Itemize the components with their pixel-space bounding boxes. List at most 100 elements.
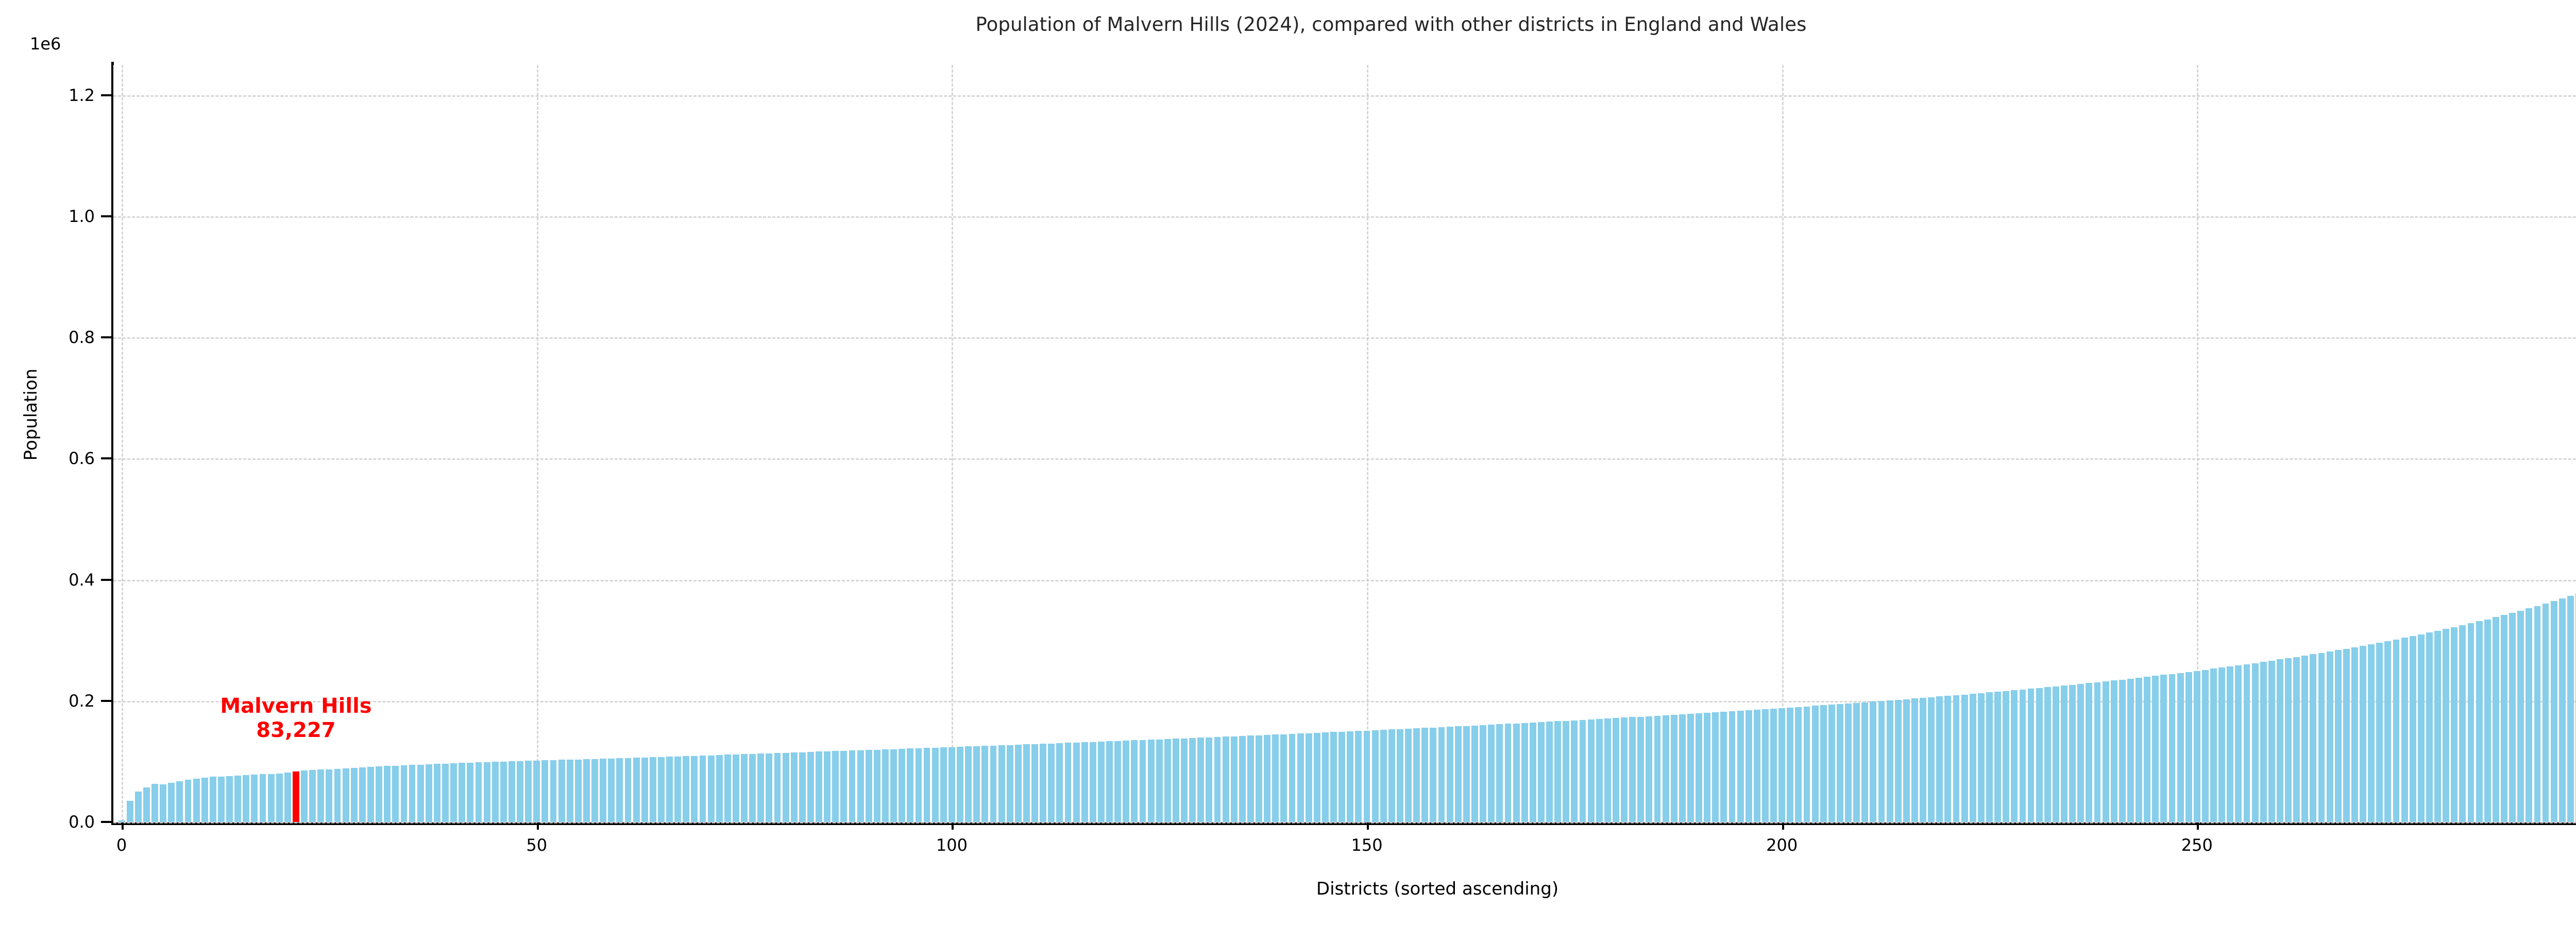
bar (849, 750, 856, 822)
bar (1811, 706, 1819, 822)
bar (1604, 718, 1611, 822)
gridline-vertical (536, 65, 538, 822)
bar (2501, 615, 2507, 822)
bar (2136, 678, 2142, 822)
bar (2052, 686, 2059, 822)
bar (1280, 734, 1287, 822)
y-axis-tick-mark (101, 821, 111, 823)
bar (1446, 727, 1453, 822)
bar (733, 754, 739, 822)
bar (1421, 728, 1429, 822)
gridline-vertical (1367, 65, 1369, 822)
bar (1621, 717, 1628, 822)
bar (1048, 743, 1055, 822)
bar (2409, 636, 2416, 822)
bar (475, 762, 482, 822)
bar (2351, 647, 2358, 822)
y-axis-tick-label: 0.0 (69, 812, 95, 832)
bar (899, 748, 906, 822)
bar (1571, 720, 1578, 822)
bar (1330, 732, 1337, 822)
bar (2210, 668, 2217, 822)
bar (467, 762, 474, 822)
y-axis-tick-mark (101, 457, 111, 460)
x-axis-tick-label: 150 (1351, 835, 1383, 855)
bar (1305, 733, 1312, 822)
bar (2550, 601, 2557, 822)
bar (1397, 729, 1403, 822)
bar-highlighted (293, 771, 299, 822)
bar (1430, 727, 1437, 822)
y-axis-title: Population (21, 368, 41, 461)
bar (1338, 731, 1346, 822)
bar (1264, 735, 1271, 822)
bar (1496, 724, 1503, 822)
bar (243, 775, 250, 822)
bar (1687, 713, 1694, 822)
bar (376, 766, 383, 822)
bar (948, 747, 955, 822)
y-axis-tick-label: 0.4 (69, 570, 95, 590)
bar (790, 752, 798, 822)
x-axis-tick-mark (2197, 822, 2199, 830)
bar (1371, 730, 1379, 822)
bar (1405, 728, 1412, 822)
bar (558, 760, 565, 822)
bar (1504, 724, 1512, 822)
bar (2451, 627, 2458, 822)
bar (1837, 704, 1843, 822)
bar (1438, 727, 1445, 822)
y-axis-tick-mark (101, 578, 111, 581)
bar (2086, 683, 2093, 822)
bar (409, 765, 416, 822)
bar (1347, 731, 1354, 822)
bar (1189, 738, 1196, 822)
bar (882, 749, 889, 822)
bar (209, 777, 216, 822)
bar (1920, 698, 1927, 822)
bar (259, 774, 266, 822)
bar (2044, 687, 2051, 822)
bar (1023, 744, 1030, 822)
bar (2119, 679, 2126, 822)
bar (1230, 736, 1238, 822)
bar (160, 784, 167, 822)
bar (931, 747, 939, 822)
bar (425, 764, 432, 822)
bar (1089, 742, 1096, 822)
bar (1629, 717, 1636, 822)
bar (807, 752, 814, 822)
bar (1762, 709, 1769, 822)
bar (1197, 737, 1205, 822)
bar (1861, 702, 1869, 822)
bar (873, 749, 880, 822)
bar (267, 774, 275, 822)
bar (2235, 665, 2242, 822)
gridline-vertical (952, 65, 954, 822)
bar (1753, 709, 1760, 822)
bar (2376, 642, 2383, 822)
bar (1247, 735, 1254, 822)
bar (2467, 623, 2475, 822)
bar (824, 751, 831, 822)
bar (1712, 712, 1719, 822)
bar (940, 747, 947, 822)
bar (2434, 630, 2442, 822)
bar (2293, 657, 2300, 822)
bar (1355, 731, 1362, 822)
bar (350, 767, 358, 822)
bar (574, 759, 582, 822)
y-axis-tick-label: 1.2 (69, 85, 95, 105)
bar (1206, 737, 1213, 822)
bar (816, 751, 823, 822)
bar (1239, 736, 1246, 822)
bar (2509, 613, 2516, 822)
bar (143, 787, 150, 822)
y-axis-tick-label: 0.2 (69, 691, 95, 711)
y-axis-tick-label: 1.0 (69, 207, 95, 226)
bar (1463, 726, 1470, 822)
gridline-vertical (1782, 65, 1784, 822)
bar (591, 759, 598, 822)
bar (1969, 694, 1976, 822)
